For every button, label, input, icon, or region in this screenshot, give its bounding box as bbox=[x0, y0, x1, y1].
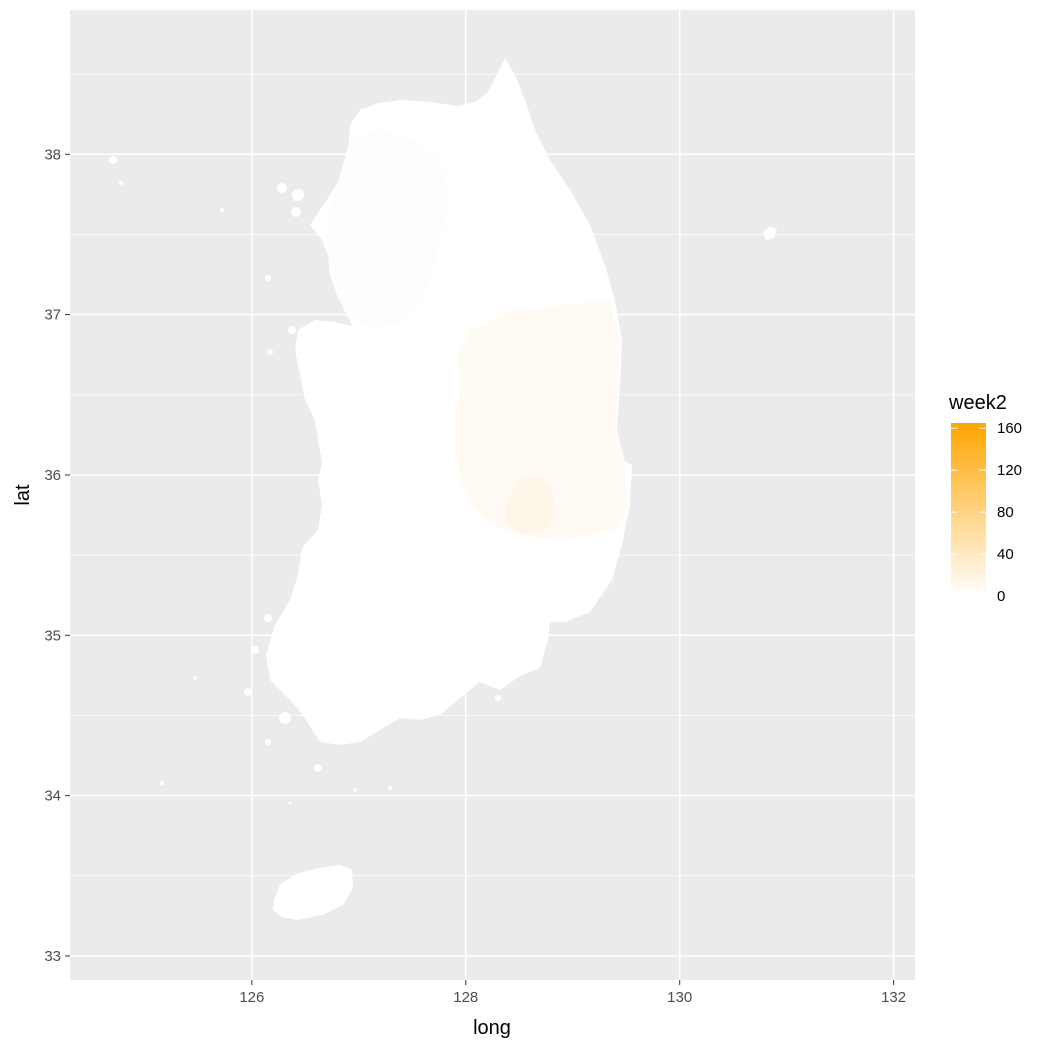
legend-tick-label: 40 bbox=[997, 546, 1014, 563]
y-tick-label: 37 bbox=[44, 307, 61, 324]
x-tick-label: 128 bbox=[453, 989, 478, 1006]
y-axis-title: lat bbox=[12, 484, 34, 506]
legend: week2 0 40 80 120 160 bbox=[948, 392, 1022, 605]
daegu-region bbox=[505, 475, 556, 535]
x-tick-label: 126 bbox=[239, 989, 264, 1006]
y-tick-label: 35 bbox=[44, 627, 61, 644]
y-tick-label: 36 bbox=[44, 467, 61, 484]
x-tick-label: 132 bbox=[881, 989, 906, 1006]
x-tick-label: 130 bbox=[667, 989, 692, 1006]
y-axis: 33 34 35 36 37 38 bbox=[44, 146, 70, 965]
gyeonggi-region bbox=[326, 130, 448, 328]
small-islands bbox=[109, 156, 501, 805]
jeju-island bbox=[273, 865, 353, 920]
x-axis-title: long bbox=[473, 1017, 511, 1039]
legend-ticks: 0 40 80 120 160 bbox=[951, 420, 1022, 605]
y-tick-label: 34 bbox=[44, 788, 61, 805]
legend-colorbar bbox=[951, 423, 986, 596]
ulleung-island bbox=[763, 226, 777, 240]
x-axis: 126 128 130 132 bbox=[239, 980, 906, 1006]
korea-map bbox=[109, 58, 777, 920]
gyeongbuk-region bbox=[455, 300, 628, 540]
legend-tick-label: 120 bbox=[997, 462, 1022, 479]
y-tick-label: 38 bbox=[44, 146, 61, 163]
legend-tick-label: 80 bbox=[997, 504, 1014, 521]
legend-title: week2 bbox=[948, 392, 1007, 414]
legend-tick-label: 160 bbox=[997, 420, 1022, 437]
legend-tick-label: 0 bbox=[997, 588, 1005, 605]
y-tick-label: 33 bbox=[44, 948, 61, 965]
